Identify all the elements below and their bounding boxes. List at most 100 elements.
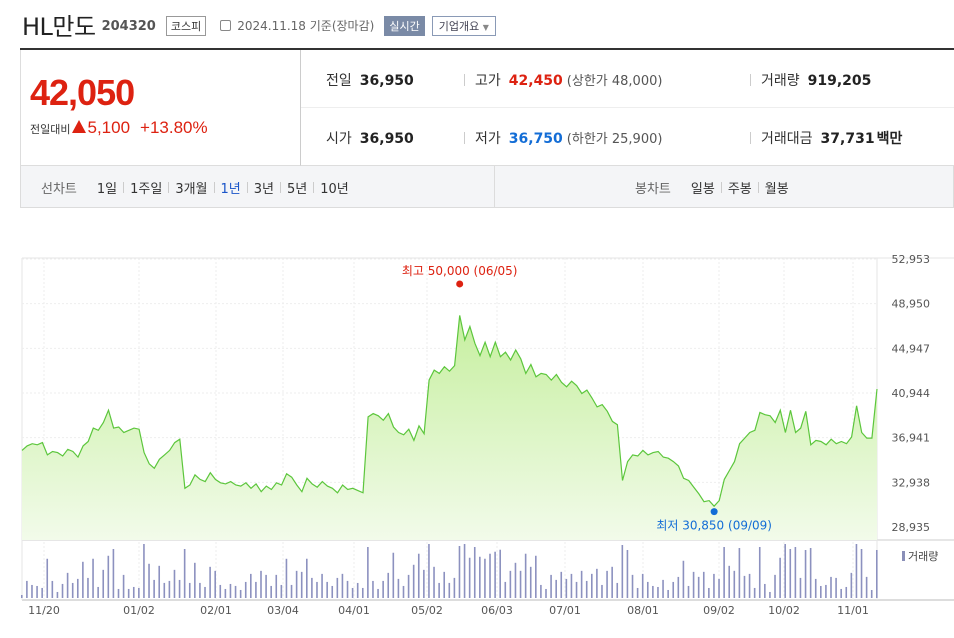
volume-bar: [275, 574, 278, 598]
divider: [750, 132, 751, 144]
tab-monthly[interactable]: 월봉: [764, 182, 789, 197]
x-tick-label: 08/01: [627, 604, 659, 617]
volume-bar: [97, 586, 99, 598]
x-tick-label: 06/03: [481, 604, 513, 617]
volume-bar: [753, 587, 756, 598]
y-tick-label: 44,947: [892, 342, 931, 355]
volume-bar: [260, 570, 262, 598]
volume-bar: [36, 585, 38, 598]
amount-label: 거래대금: [761, 131, 813, 147]
price-area: [22, 315, 877, 540]
volume-bar: [367, 547, 369, 598]
market-badge: 코스피: [165, 15, 207, 36]
lower-limit: (하한가 25,900): [566, 132, 663, 147]
volume-bar: [652, 585, 654, 598]
volume-bar: [789, 549, 792, 598]
min-annotation: 최저 30,850 (09/09): [656, 519, 772, 533]
volume-bar: [514, 562, 517, 598]
tab-5y[interactable]: 5년: [287, 182, 308, 197]
tab-1y[interactable]: 1년: [220, 182, 241, 197]
volume-bar: [504, 581, 507, 598]
x-tick-label: 11/20: [28, 604, 60, 617]
y-tick-label: 48,950: [892, 298, 931, 311]
volume-bar: [351, 587, 354, 598]
volume-bar: [550, 574, 552, 598]
volume-bar: [616, 582, 619, 598]
volume-bar: [769, 591, 771, 598]
volume-bar: [326, 581, 328, 598]
volume-bar: [728, 565, 731, 598]
volume-bar: [331, 585, 334, 598]
volume-bar: [718, 578, 720, 598]
amount-unit: 백만: [876, 131, 903, 147]
tab-daily[interactable]: 일봉: [690, 182, 715, 197]
volume-bar: [458, 546, 461, 598]
divider: [464, 74, 465, 86]
change-percent: +13.80%: [140, 118, 208, 137]
volume-bar: [646, 581, 649, 598]
trade-amount: 거래대금 37,731 백만: [761, 128, 902, 148]
company-overview-button[interactable]: 기업개요 ▼: [431, 15, 496, 36]
volume-bar: [463, 544, 466, 598]
tab-10y[interactable]: 10년: [320, 182, 349, 197]
volume-bars: [21, 544, 878, 598]
volume-bar: [606, 570, 608, 598]
y-axis-labels: 52,953 48,950 44,947 40,944 36,941 32,938 28,9…: [892, 253, 931, 534]
volume-bar: [804, 550, 807, 598]
x-tick-label: 07/01: [549, 604, 581, 617]
volume-bar: [448, 582, 451, 598]
volume-bar: [580, 570, 583, 598]
volume-bar: [56, 591, 59, 598]
upper-limit: (상한가 48,000): [566, 74, 663, 89]
volume-bar: [794, 547, 797, 598]
volume-bar: [484, 558, 486, 598]
volume-bar: [244, 581, 247, 598]
low-price: 저가 36,750 (하한가 25,900): [475, 128, 662, 148]
tab-1w[interactable]: 1주일: [130, 182, 163, 197]
divider: [750, 74, 751, 86]
open-price: 시가 36,950: [326, 128, 414, 148]
volume-bar: [697, 576, 700, 598]
divider: [720, 182, 722, 193]
volume-bar: [835, 577, 837, 598]
volume-bar: [672, 581, 675, 598]
volume-bar: [280, 584, 283, 598]
tab-3m[interactable]: 3개월: [175, 182, 208, 197]
volume-bar: [540, 584, 542, 598]
volume-bar: [682, 560, 685, 598]
volume-bar: [687, 585, 690, 598]
prev-close-value: 36,950: [359, 73, 414, 89]
volume-legend: 거래량: [902, 548, 938, 564]
volume-bar: [438, 582, 440, 598]
volume-bar: [290, 584, 293, 598]
line-chart-tabs: 선차트 1일 1주일 3개월 1년 3년 5년 10년: [41, 178, 355, 197]
quote-details: 전일 36,950 고가 42,450 (상한가 48,000) 거래량 919…: [301, 50, 954, 166]
volume-bar: [591, 573, 593, 598]
volume-bar: [132, 586, 135, 598]
tab-weekly[interactable]: 주봉: [727, 182, 752, 197]
volume-bar: [524, 553, 527, 598]
volume-bar: [209, 566, 211, 598]
volume-bar: [417, 553, 420, 598]
volume-bar: [117, 588, 120, 598]
volume-bar: [570, 573, 573, 598]
volume-bar: [387, 572, 390, 598]
tab-1d[interactable]: 1일: [96, 182, 118, 197]
low-label: 저가: [475, 131, 501, 147]
realtime-button[interactable]: 실시간: [384, 15, 425, 36]
min-marker: [710, 508, 718, 516]
volume-bar: [321, 573, 323, 598]
price-box: 42,050 전일대비 5,100 +13.80%: [20, 50, 301, 166]
x-tick-label: 03/04: [267, 604, 299, 617]
volume-bar: [76, 578, 79, 598]
volume-bar: [799, 577, 802, 598]
volume-bar: [733, 570, 736, 598]
volume-bar: [535, 555, 537, 598]
volume-bar: [92, 558, 94, 598]
volume-bar: [860, 549, 863, 598]
volume-bar: [219, 584, 222, 598]
volume-bar: [636, 587, 639, 598]
tab-3y[interactable]: 3년: [253, 182, 274, 197]
volume-bar: [356, 582, 359, 598]
candle-chart-title: 봉차트: [635, 182, 671, 197]
